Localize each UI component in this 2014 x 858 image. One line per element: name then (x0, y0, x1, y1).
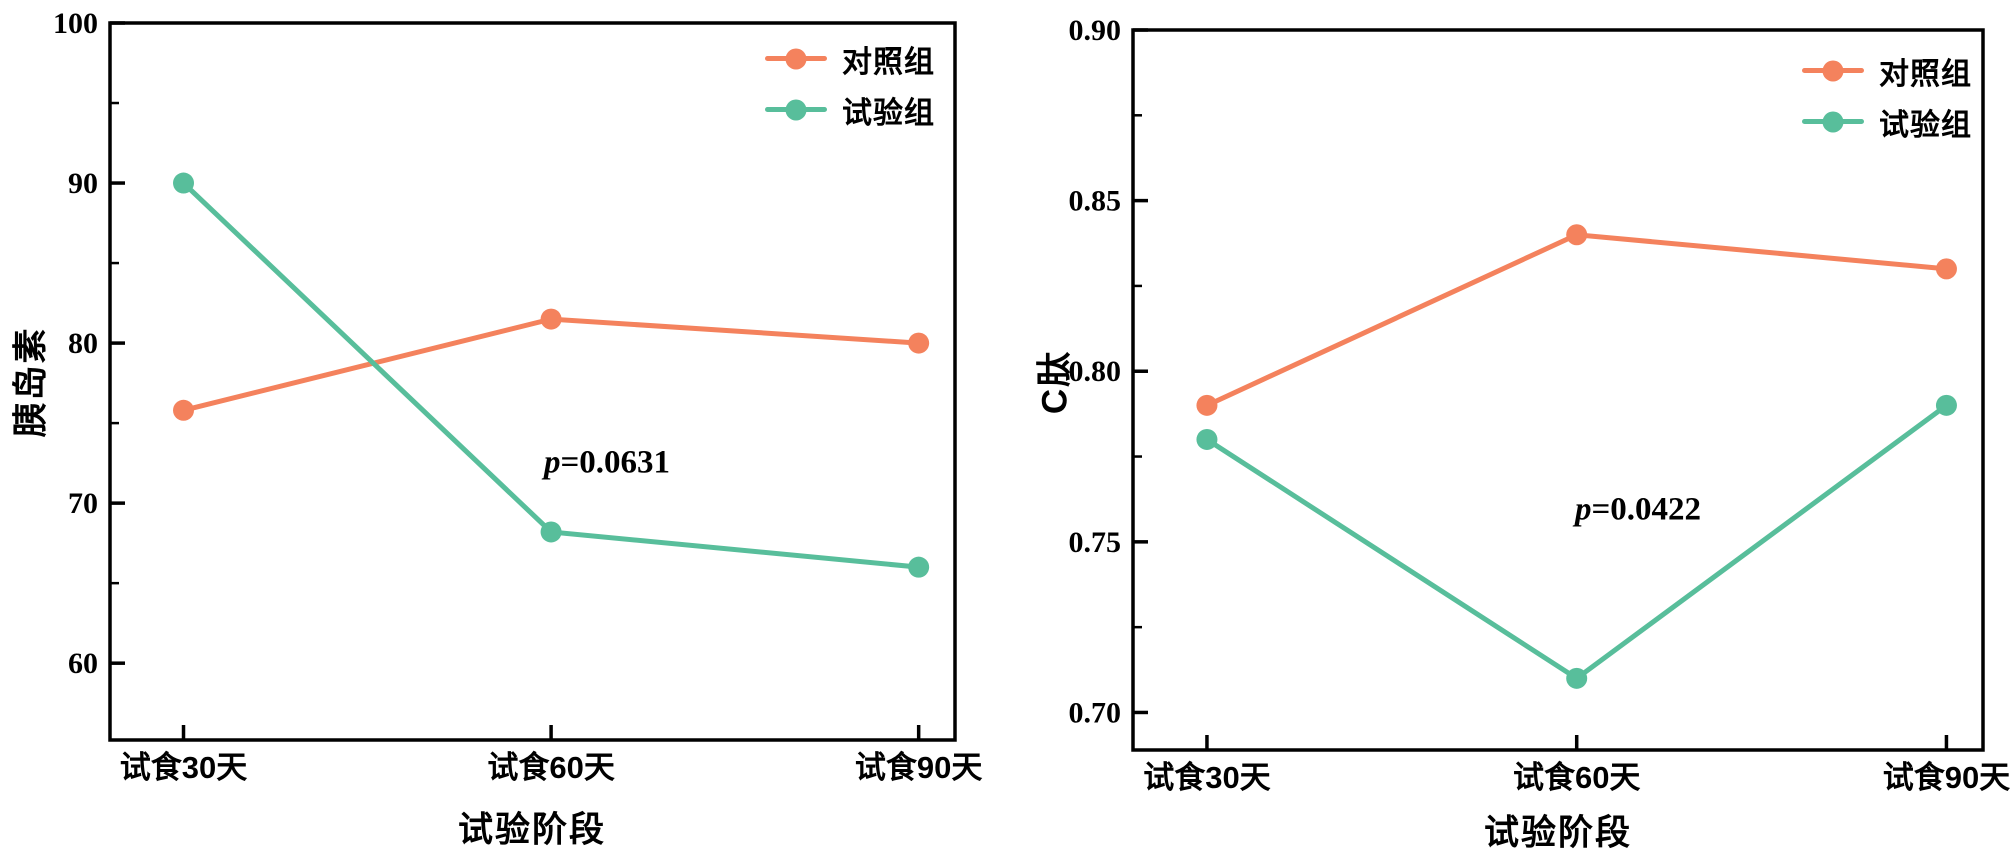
data-point (1196, 428, 1218, 450)
y-tick-label: 100 (53, 7, 98, 40)
series-test (1196, 394, 1957, 689)
y-axis-label: C肽 (1035, 349, 1075, 415)
x-axis-label: 试验阶段 (1483, 813, 1633, 853)
p-value: =0.0422 (1591, 491, 1702, 528)
series-control (1196, 224, 1957, 416)
data-point (1196, 394, 1218, 416)
x-tick-label: 试食90天 (1883, 760, 2010, 795)
series-line (1204, 232, 1949, 408)
x-tick-label: 试食30天 (1143, 760, 1270, 795)
y-tick-label: 0.85 (1069, 185, 1122, 218)
axes: 0.70 0.75 0.80 0.85 0.90 试食30天 试食60天 试食90天 (1069, 14, 2011, 795)
y-tick-label: 60 (68, 647, 98, 680)
p-symbol: p (543, 444, 561, 481)
legend-label: 对照组 (842, 45, 935, 79)
p-value-annotation: p=0.0422 (1575, 492, 1701, 529)
p-value: =0.0631 (560, 444, 671, 481)
legend: 对照组 试验组 (765, 33, 935, 135)
series-control (173, 308, 930, 421)
legend: 对照组 试验组 (1802, 45, 1972, 147)
y-tick-label: 0.75 (1069, 526, 1122, 559)
legend-label: 对照组 (1879, 57, 1972, 91)
legend-item-test-group: 试验组 (765, 84, 935, 135)
legend-item-control-group: 对照组 (1802, 45, 1972, 96)
y-tick-label: 0.90 (1069, 14, 1122, 47)
x-tick-label: 试食30天 (120, 750, 247, 785)
legend-label: 试验组 (842, 96, 935, 130)
legend-item-test-group: 试验组 (1802, 96, 1972, 147)
axes: 60 70 80 90 100 试食30天 试食60天 试食90天 (53, 7, 982, 785)
plot-frame (1131, 28, 1985, 752)
y-tick-label: 0.80 (1069, 355, 1122, 388)
y-tick-label: 90 (68, 167, 98, 200)
data-point (540, 521, 562, 543)
data-point (908, 556, 930, 578)
x-axis-label: 试验阶段 (457, 810, 607, 850)
x-tick-label: 试食60天 (1513, 760, 1640, 795)
y-tick-label: 80 (68, 327, 98, 360)
data-point (173, 172, 195, 194)
data-point (908, 332, 930, 354)
series-line (1204, 402, 1949, 682)
data-point (173, 399, 195, 421)
plot-frame (108, 21, 957, 742)
x-tick-label: 试食60天 (487, 750, 614, 785)
line-dot-marker-icon (1802, 60, 1864, 81)
y-tick-label: 0.70 (1069, 696, 1122, 729)
data-point (1935, 258, 1957, 280)
data-point (1566, 224, 1588, 246)
series-test (173, 172, 930, 578)
legend-label: 试验组 (1879, 108, 1972, 142)
data-point (540, 308, 562, 330)
x-tick-label: 试食90天 (855, 750, 982, 785)
data-point (1566, 667, 1588, 689)
p-value-annotation: p=0.0631 (544, 445, 670, 482)
line-dot-marker-icon (765, 48, 827, 69)
y-tick-label: 70 (68, 487, 98, 520)
line-dot-marker-icon (765, 99, 827, 120)
data-point (1935, 394, 1957, 416)
line-dot-marker-icon (1802, 111, 1864, 132)
legend-item-control-group: 对照组 (765, 33, 935, 84)
p-symbol: p (1574, 491, 1592, 528)
